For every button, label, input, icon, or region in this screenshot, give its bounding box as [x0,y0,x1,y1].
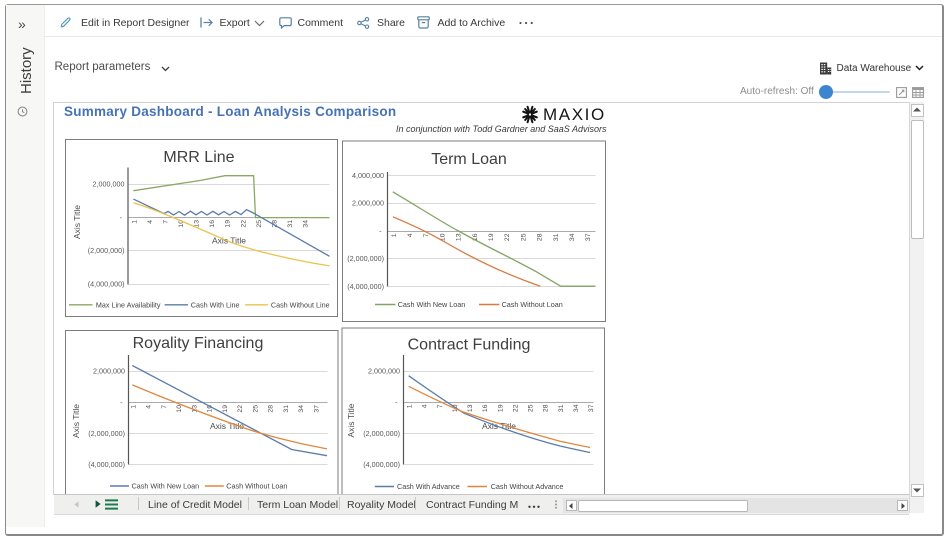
svg-text:19: 19 [497,404,504,412]
svg-text:Max Line Availability: Max Line Availability [96,300,161,309]
svg-text:Axis Title: Axis Title [210,421,244,431]
svg-text:(2,000,000): (2,000,000) [88,246,125,255]
svg-text:7: 7 [423,233,430,237]
svg-text:2,000,000: 2,000,000 [93,179,125,188]
svg-text:13: 13 [467,404,474,412]
svg-text:34: 34 [573,404,580,412]
svg-text:2,000,000: 2,000,000 [93,366,125,375]
svg-text:34: 34 [303,220,310,228]
svg-text:7: 7 [163,220,170,224]
svg-text:37: 37 [588,404,595,412]
svg-text:(4,000,000): (4,000,000) [88,460,125,469]
svg-text:10: 10 [178,220,185,228]
svg-text:Term Loan: Term Loan [431,151,507,168]
svg-text:10: 10 [439,233,446,241]
svg-text:16: 16 [482,404,489,412]
svg-text:4: 4 [146,405,153,409]
svg-text:13: 13 [456,233,463,241]
svg-text:1: 1 [130,405,137,409]
svg-text:(2,000,000): (2,000,000) [88,429,125,438]
svg-text:Cash With New Loan: Cash With New Loan [398,300,466,309]
svg-text:28: 28 [543,404,550,412]
svg-text:(4,000,000): (4,000,000) [347,282,384,291]
svg-text:2,000,000: 2,000,000 [368,366,400,375]
svg-text:37: 37 [585,233,592,241]
svg-text:16: 16 [472,233,479,241]
svg-text:Axis Title: Axis Title [71,404,81,438]
svg-text:31: 31 [553,233,560,241]
svg-text:-: - [395,397,398,406]
svg-text:Axis Title: Axis Title [212,236,246,246]
svg-text:22: 22 [237,405,244,413]
svg-text:22: 22 [512,404,519,412]
svg-text:Cash With Line: Cash With Line [191,300,240,309]
svg-text:28: 28 [268,405,275,413]
svg-text:2,000,000: 2,000,000 [352,199,384,208]
svg-text:Axis Title: Axis Title [72,205,82,239]
svg-text:28: 28 [537,233,544,241]
svg-text:31: 31 [283,405,290,413]
svg-text:7: 7 [161,405,168,409]
svg-text:25: 25 [256,220,263,228]
svg-text:4: 4 [407,233,414,237]
svg-text:34: 34 [298,405,305,413]
svg-text:13: 13 [194,220,201,228]
svg-text:31: 31 [287,220,294,228]
svg-text:4: 4 [147,220,154,224]
svg-text:Cash Without Line: Cash Without Line [271,300,330,309]
svg-text:16: 16 [209,220,216,228]
svg-text:25: 25 [528,404,535,412]
svg-text:-: - [120,398,123,407]
svg-text:16: 16 [207,405,214,413]
svg-text:Axis Title: Axis Title [346,403,356,437]
svg-text:19: 19 [222,405,229,413]
svg-text:13: 13 [191,405,198,413]
svg-text:(2,000,000): (2,000,000) [347,254,384,263]
svg-text:22: 22 [240,220,247,228]
svg-text:10: 10 [176,405,183,413]
svg-text:1: 1 [391,233,398,237]
svg-text:Cash With New Loan: Cash With New Loan [132,482,200,491]
svg-text:31: 31 [558,404,565,412]
svg-text:28: 28 [271,220,278,228]
svg-text:MRR Line: MRR Line [163,149,234,166]
svg-text:(4,000,000): (4,000,000) [88,280,125,289]
svg-text:7: 7 [437,404,444,408]
svg-text:Cash Without Loan: Cash Without Loan [226,482,287,491]
svg-text:1: 1 [131,220,138,224]
svg-text:4,000,000: 4,000,000 [352,171,384,180]
svg-text:34: 34 [569,233,576,241]
svg-text:Cash With Advance: Cash With Advance [397,482,460,491]
svg-text:Cash Without Advance: Cash Without Advance [491,482,564,491]
svg-text:(4,000,000): (4,000,000) [363,460,400,469]
svg-text:Cash Without Loan: Cash Without Loan [502,300,563,309]
svg-text:Royality Financing: Royality Financing [133,335,264,352]
svg-text:37: 37 [314,405,321,413]
svg-text:19: 19 [225,220,232,228]
svg-text:19: 19 [488,233,495,241]
svg-text:1: 1 [407,404,414,408]
svg-text:25: 25 [252,405,259,413]
svg-text:-: - [120,213,123,222]
svg-text:4: 4 [422,404,429,408]
svg-text:-: - [379,226,382,235]
svg-text:Contract Funding: Contract Funding [408,337,531,354]
svg-text:(2,000,000): (2,000,000) [363,429,400,438]
svg-text:Axis Title: Axis Title [482,421,516,431]
svg-text:22: 22 [504,233,511,241]
svg-text:25: 25 [520,233,527,241]
